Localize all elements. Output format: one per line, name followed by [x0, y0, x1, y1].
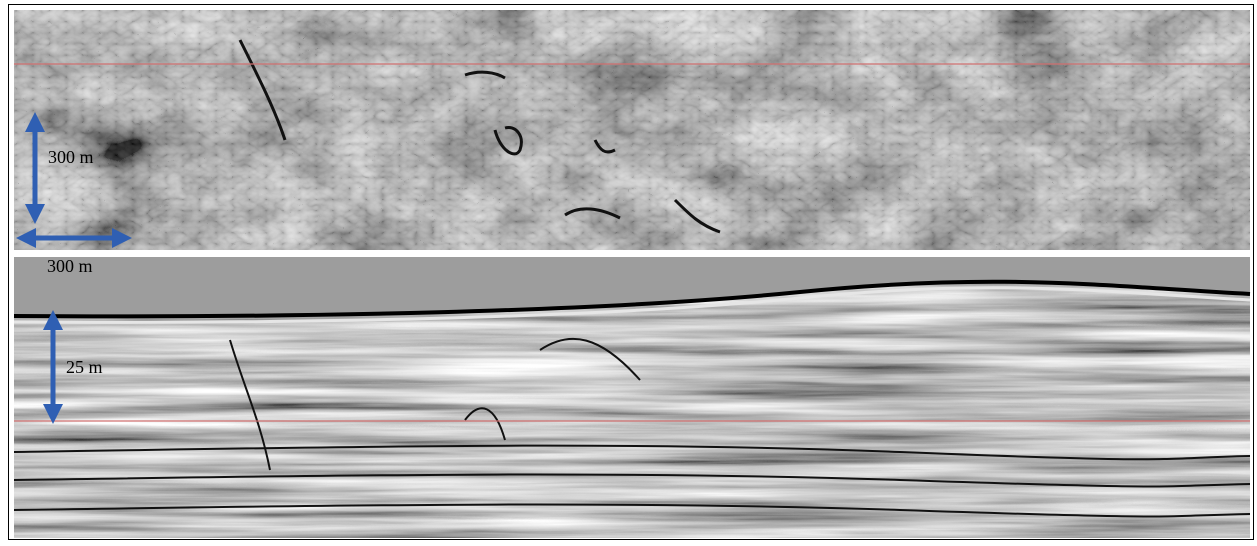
scale-arrows — [16, 112, 132, 424]
scale-label: 300 m — [47, 256, 93, 276]
plan-view — [14, 10, 1250, 250]
channel-edges — [238, 39, 721, 234]
scale-label: 25 m — [66, 357, 103, 377]
frame — [8, 4, 1254, 540]
seabed-reflector — [13, 279, 1251, 319]
seabed-reflector-lobe — [13, 286, 1251, 324]
seismic-section — [13, 257, 1251, 538]
reflectors — [14, 337, 1250, 518]
scale-label: 300 m — [48, 147, 94, 167]
